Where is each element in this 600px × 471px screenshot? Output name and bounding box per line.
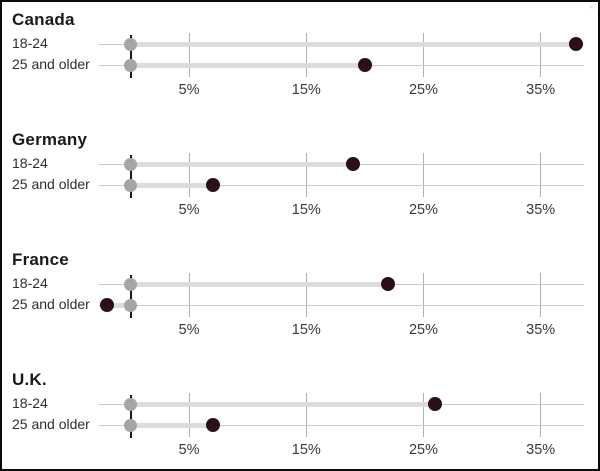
zero-baseline-line	[129, 35, 132, 78]
x-gridline	[188, 393, 190, 437]
x-tick-label: 15%	[291, 442, 321, 458]
baseline-dot	[124, 418, 137, 432]
x-tick-label: 25%	[408, 82, 439, 98]
row-label: 18-24	[12, 395, 48, 411]
zero-baseline-line	[129, 155, 132, 198]
corner-artifact-icon: ×	[588, 2, 594, 12]
x-gridline	[540, 33, 542, 77]
value-bar	[130, 161, 354, 167]
x-gridline	[540, 153, 542, 197]
value-bar	[130, 41, 576, 47]
group-title: U.K.	[12, 370, 47, 389]
baseline-dot	[124, 298, 137, 312]
baseline-dot	[124, 397, 137, 411]
row-label: 25 and older	[12, 176, 90, 192]
x-tick-label: 15%	[291, 202, 321, 218]
row-label: 18-24	[12, 35, 48, 51]
value-dot	[205, 178, 220, 192]
row-label: 18-24	[12, 275, 48, 291]
value-dot	[381, 277, 396, 291]
x-gridline	[188, 33, 190, 77]
value-bar	[107, 302, 131, 308]
value-dot	[346, 157, 361, 171]
x-tick-label: 35%	[526, 82, 556, 98]
x-gridline	[188, 273, 190, 317]
zero-baseline-line	[129, 395, 132, 438]
value-dot	[428, 397, 443, 411]
row-label: 25 and older	[12, 56, 90, 72]
row-line	[99, 424, 584, 426]
x-tick-label: 35%	[526, 202, 556, 218]
baseline-dot	[124, 178, 137, 192]
value-bar	[130, 62, 365, 68]
x-tick-label: 5%	[178, 202, 200, 218]
row-label: 25 and older	[12, 296, 90, 312]
baseline-dot	[124, 37, 137, 51]
value-dot	[205, 418, 220, 432]
x-gridline	[423, 153, 424, 197]
value-dot	[357, 58, 372, 72]
x-gridline	[423, 33, 424, 77]
value-bar	[130, 422, 213, 428]
x-tick-label: 25%	[408, 202, 439, 218]
row-line	[99, 184, 584, 186]
x-gridline	[540, 393, 542, 437]
x-tick-label: 25%	[408, 442, 439, 458]
x-tick-label: 35%	[526, 442, 556, 458]
x-tick-label: 25%	[408, 322, 439, 338]
baseline-dot	[124, 58, 137, 72]
row-label: 18-24	[12, 155, 48, 171]
x-tick-label: 35%	[526, 322, 556, 338]
baseline-dot	[124, 157, 137, 171]
x-tick-label: 5%	[178, 442, 200, 458]
x-gridline	[305, 33, 307, 77]
x-tick-label: 5%	[178, 322, 200, 338]
x-gridline	[423, 393, 424, 437]
x-tick-label: 5%	[178, 82, 200, 98]
x-gridline	[540, 273, 542, 317]
row-line	[99, 304, 584, 306]
group-title: Germany	[12, 130, 88, 149]
group-title: France	[12, 250, 69, 269]
row-label: 25 and older	[12, 416, 90, 432]
value-dot	[100, 298, 115, 312]
baseline-dot	[124, 277, 137, 291]
value-bar	[130, 401, 436, 407]
x-gridline	[305, 273, 307, 317]
group-title: Canada	[12, 10, 75, 29]
value-bar	[130, 281, 389, 287]
value-bar	[130, 182, 213, 188]
x-gridline	[305, 393, 307, 437]
zero-baseline-line	[129, 275, 132, 318]
x-gridline	[188, 153, 190, 197]
x-gridline	[305, 153, 307, 197]
x-tick-label: 15%	[291, 322, 321, 338]
x-tick-label: 15%	[291, 82, 321, 98]
value-dot	[568, 37, 583, 51]
x-gridline	[423, 273, 424, 317]
